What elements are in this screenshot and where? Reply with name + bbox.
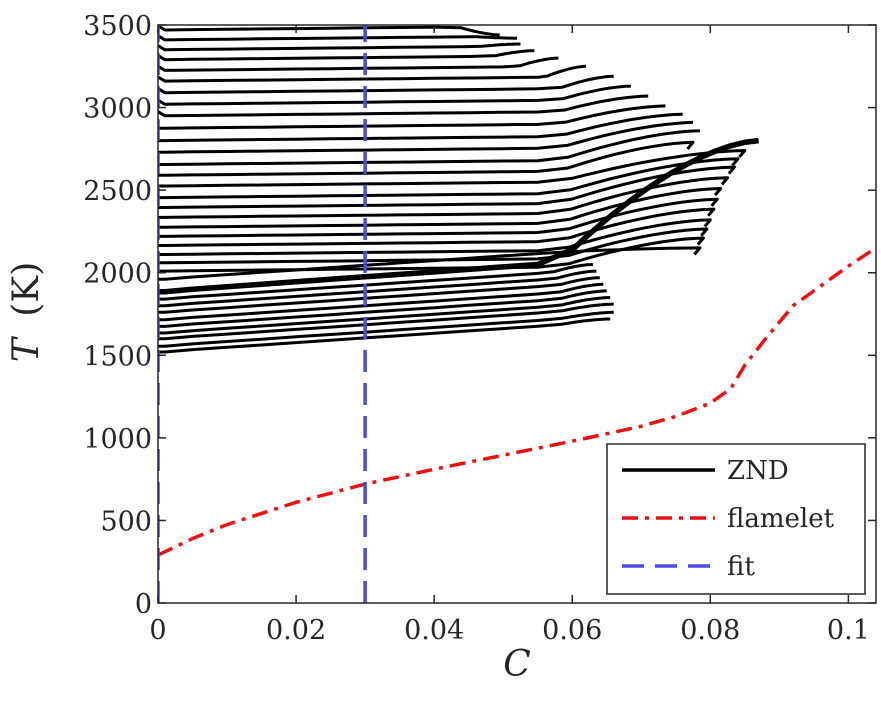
znd-curve [158,120,694,154]
znd-curve [158,165,736,209]
axes-frame [157,24,877,604]
tick-labels: 0 0.02 0.04 0.06 0.08 0.1 0 500 1000 1500 2000 2500… [83,11,870,646]
x-tick-label: 0.04 [404,615,464,646]
y-tick-label: 2000 [83,259,152,290]
znd-curve [158,176,730,219]
x-tick-label: 0.06 [542,615,602,646]
znd-curve [158,302,614,341]
y-axis-unit: (K) [6,262,47,317]
znd-curve [158,218,712,256]
flamelet-line [158,246,876,557]
svg-text:T (K): T (K) [6,262,47,362]
znd-curve [158,282,604,322]
znd-curve [158,94,649,118]
y-tick-label: 1000 [83,424,152,455]
legend: ZND flamelet fit [606,443,866,595]
y-tick-label: 3000 [83,94,152,125]
y-tick-label: 500 [100,506,152,537]
znd-curve [158,310,614,348]
znd-curve-highlighted [158,137,759,295]
axes [157,24,877,604]
znd-curve [158,84,631,106]
znd-curve [158,49,535,62]
znd-curve [158,317,611,354]
legend-fit-label: fit [727,552,755,582]
znd-curve [158,149,747,188]
legend-znd-label: ZND [727,456,789,486]
y-axis-label: T (K) [6,262,47,362]
znd-curve [158,129,701,166]
znd-curve [158,56,559,72]
znd-curve [158,207,716,247]
znd-curve [158,42,521,52]
x-axis-label: C [503,644,531,685]
y-tick-label: 2500 [83,176,152,207]
x-tick-label: 0.02 [266,615,326,646]
znd-curve [158,296,611,335]
znd-curve [158,64,587,83]
y-tick-label: 3500 [83,11,152,42]
znd-curve [158,74,614,95]
znd-curve [158,276,600,314]
znd-curve [158,263,593,301]
znd-curve [158,227,709,265]
znd-curve [158,289,607,328]
x-tick-label: 0 [149,615,166,646]
plot-area [158,24,876,603]
znd-curve [158,236,705,273]
x-tick-label: 0.08 [680,615,740,646]
znd-curve [158,197,719,238]
znd-curve [158,140,695,177]
znd-curve [158,157,740,200]
znd-curve [158,112,683,143]
y-axis-symbol: T [6,335,47,362]
znd-curve [158,187,723,229]
x-tick-label: 0.1 [827,615,870,646]
legend-flamelet-label: flamelet [727,504,835,534]
znd-curve [158,269,597,308]
znd-curve [158,104,666,130]
y-tick-label: 0 [135,589,152,620]
y-tick-label: 1500 [83,341,152,372]
znd-curve [158,24,500,37]
znd-curve [158,34,517,42]
